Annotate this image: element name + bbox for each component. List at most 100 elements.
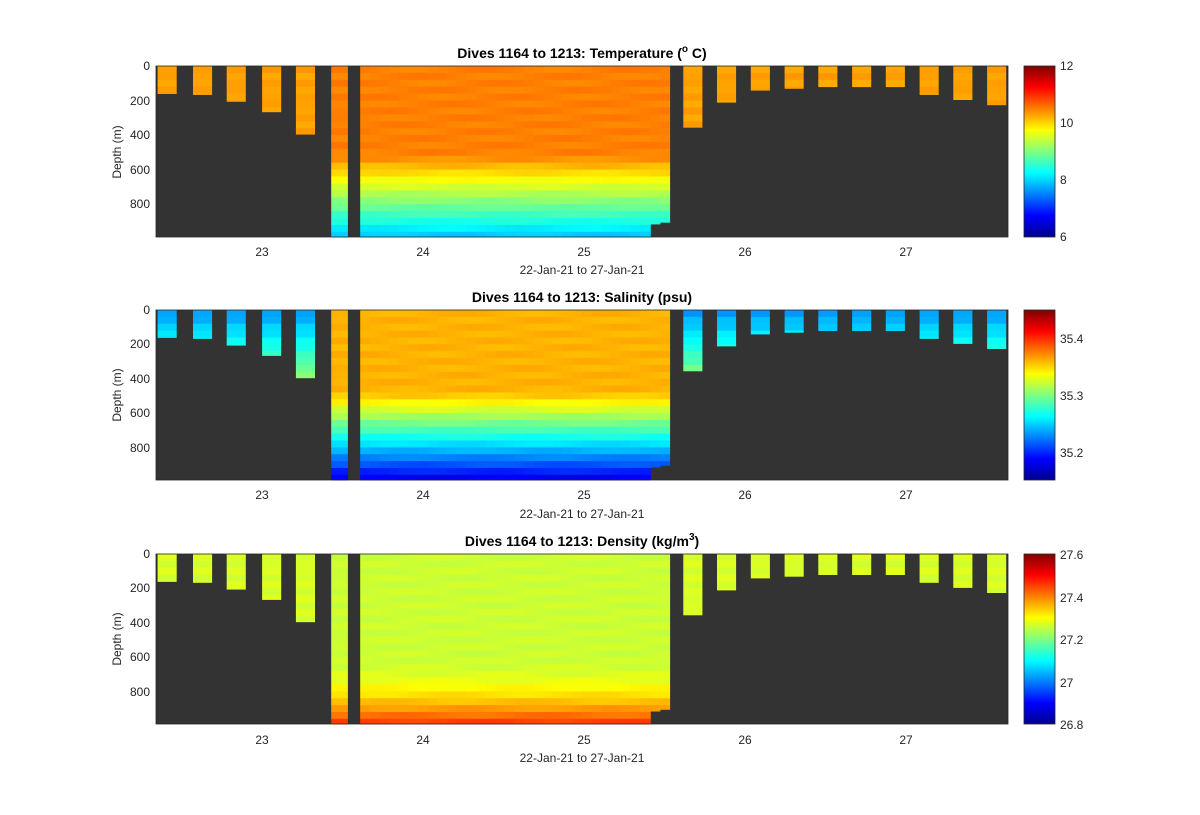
salinity-cell <box>437 337 449 345</box>
density-cell <box>427 636 439 644</box>
density-cell <box>987 581 1007 589</box>
temperature-cell <box>514 169 526 177</box>
temperature-x-ticks: 23 24 25 26 27 <box>255 245 913 259</box>
colorbar-tick-label: 12 <box>1060 59 1074 73</box>
salinity-cell <box>427 364 439 373</box>
temperature-cell <box>630 211 642 219</box>
temperature-cell <box>369 224 381 233</box>
salinity-cell <box>514 468 526 476</box>
salinity-cell <box>572 358 584 366</box>
temperature-cell <box>475 142 487 150</box>
temperature-cell <box>620 162 632 170</box>
density-cell <box>953 554 973 562</box>
temperature-cell <box>437 204 449 212</box>
salinity-cell <box>504 351 516 359</box>
salinity-cell <box>504 426 516 435</box>
salinity-cell <box>533 351 545 359</box>
density-cell <box>639 588 651 596</box>
density-cell <box>495 705 507 713</box>
salinity-cell <box>504 468 516 476</box>
density-cell <box>601 595 613 603</box>
density-cell <box>659 595 671 603</box>
density-cell <box>649 608 661 617</box>
density-cell <box>620 705 632 713</box>
temperature-cell <box>601 190 613 198</box>
temperature-cell <box>717 93 737 101</box>
temperature-cell <box>610 86 622 94</box>
salinity-cell <box>953 337 973 344</box>
salinity-cell <box>572 413 584 421</box>
temperature-cell <box>389 114 400 122</box>
temperature-cell <box>582 107 593 115</box>
temperature-cell <box>524 121 535 129</box>
density-cell <box>408 705 420 713</box>
density-cell <box>639 567 651 575</box>
temperature-cell <box>572 204 584 212</box>
density-cell <box>398 705 410 713</box>
temperature-cell <box>562 66 574 74</box>
salinity-cell <box>543 351 555 359</box>
colorbar-tick-label: 27.4 <box>1060 591 1084 605</box>
temperature-cell <box>639 93 651 101</box>
temperature-cell <box>331 169 348 177</box>
salinity-cell <box>649 426 661 435</box>
density-cell <box>495 595 507 603</box>
salinity-cell <box>398 385 410 393</box>
density-cell <box>620 636 632 644</box>
temperature-cell <box>408 135 420 143</box>
temperature-cell <box>398 231 410 238</box>
salinity-cell <box>485 419 497 428</box>
temperature-cell <box>360 114 372 122</box>
density-cell <box>437 684 449 692</box>
temperature-cell <box>485 155 497 164</box>
density-cell <box>659 684 671 692</box>
salinity-cell <box>533 433 545 441</box>
salinity-cell <box>659 406 671 414</box>
salinity-cell <box>331 330 348 338</box>
salinity-cell <box>466 392 478 400</box>
density-cell <box>427 608 439 617</box>
salinity-cell <box>456 440 468 448</box>
salinity-cell <box>582 371 593 380</box>
density-cell <box>504 698 516 706</box>
temperature-cell <box>572 100 584 108</box>
salinity-cell <box>649 413 661 421</box>
salinity-cell <box>630 440 642 448</box>
density-cell <box>533 643 545 651</box>
temperature-cell <box>447 197 458 205</box>
density-cell <box>610 595 622 603</box>
salinity-cell <box>572 330 584 338</box>
temperature-cell <box>475 100 487 108</box>
salinity-cell <box>601 358 613 366</box>
temperature-cell <box>485 86 497 94</box>
salinity-cell <box>553 358 564 366</box>
salinity-cell <box>572 440 584 448</box>
density-cell <box>572 588 584 596</box>
temperature-cell <box>610 190 622 198</box>
density-cell <box>543 657 555 665</box>
temperature-cell <box>987 72 1007 81</box>
density-cell <box>553 595 564 603</box>
temperature-cell <box>369 135 381 143</box>
temperature-cell <box>543 128 555 136</box>
density-cell <box>389 567 400 575</box>
density-cell <box>466 560 478 569</box>
temperature-cell <box>610 183 622 191</box>
salinity-cell <box>659 364 671 373</box>
temperature-axes-box <box>155 65 1009 238</box>
salinity-cell <box>610 358 622 366</box>
temperature-cell <box>582 93 593 101</box>
temperature-cell <box>466 204 478 212</box>
temperature-cell <box>418 121 429 129</box>
salinity-cell <box>533 426 545 435</box>
density-cell <box>543 581 555 589</box>
density-cell <box>427 588 439 596</box>
density-cell <box>601 554 613 562</box>
salinity-cell <box>475 330 487 338</box>
temperature-cell <box>360 231 372 238</box>
salinity-cell <box>193 337 213 339</box>
salinity-cell <box>620 378 632 386</box>
temperature-cell <box>418 100 429 108</box>
density-cell <box>524 663 535 672</box>
salinity-cell <box>418 474 429 481</box>
